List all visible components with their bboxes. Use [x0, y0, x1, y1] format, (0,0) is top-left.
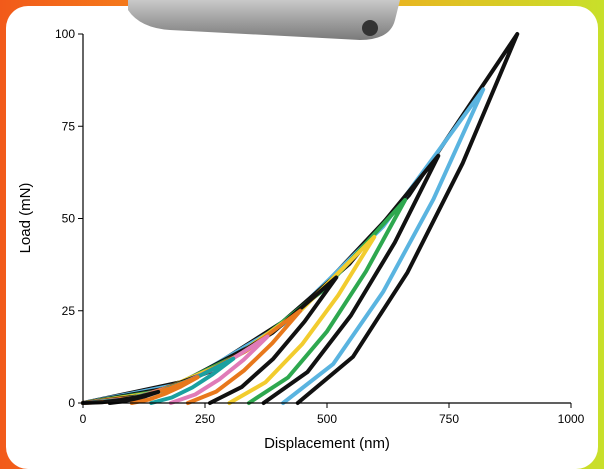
curve: [81, 389, 161, 405]
y-tick-label: 100: [55, 27, 75, 41]
x-axis-label: Displacement (nm): [264, 435, 390, 452]
instrument-image: [128, 0, 400, 40]
x-tick-label: 1000: [558, 412, 585, 426]
x-tick-label: 750: [439, 412, 459, 426]
y-tick-label: 75: [62, 119, 76, 133]
y-tick-label: 0: [68, 396, 75, 410]
y-tick-label: 25: [62, 304, 76, 318]
card: [6, 6, 598, 469]
y-tick-label: 50: [62, 212, 76, 226]
x-tick-label: 250: [195, 412, 215, 426]
instrument-hole: [362, 20, 378, 36]
x-tick-label: 0: [80, 412, 87, 426]
plot-area: 0 250 500 750 1000 0 25 50 75 100: [55, 27, 585, 426]
y-axis-label: Load (mN): [17, 183, 34, 254]
x-tick-label: 500: [317, 412, 337, 426]
